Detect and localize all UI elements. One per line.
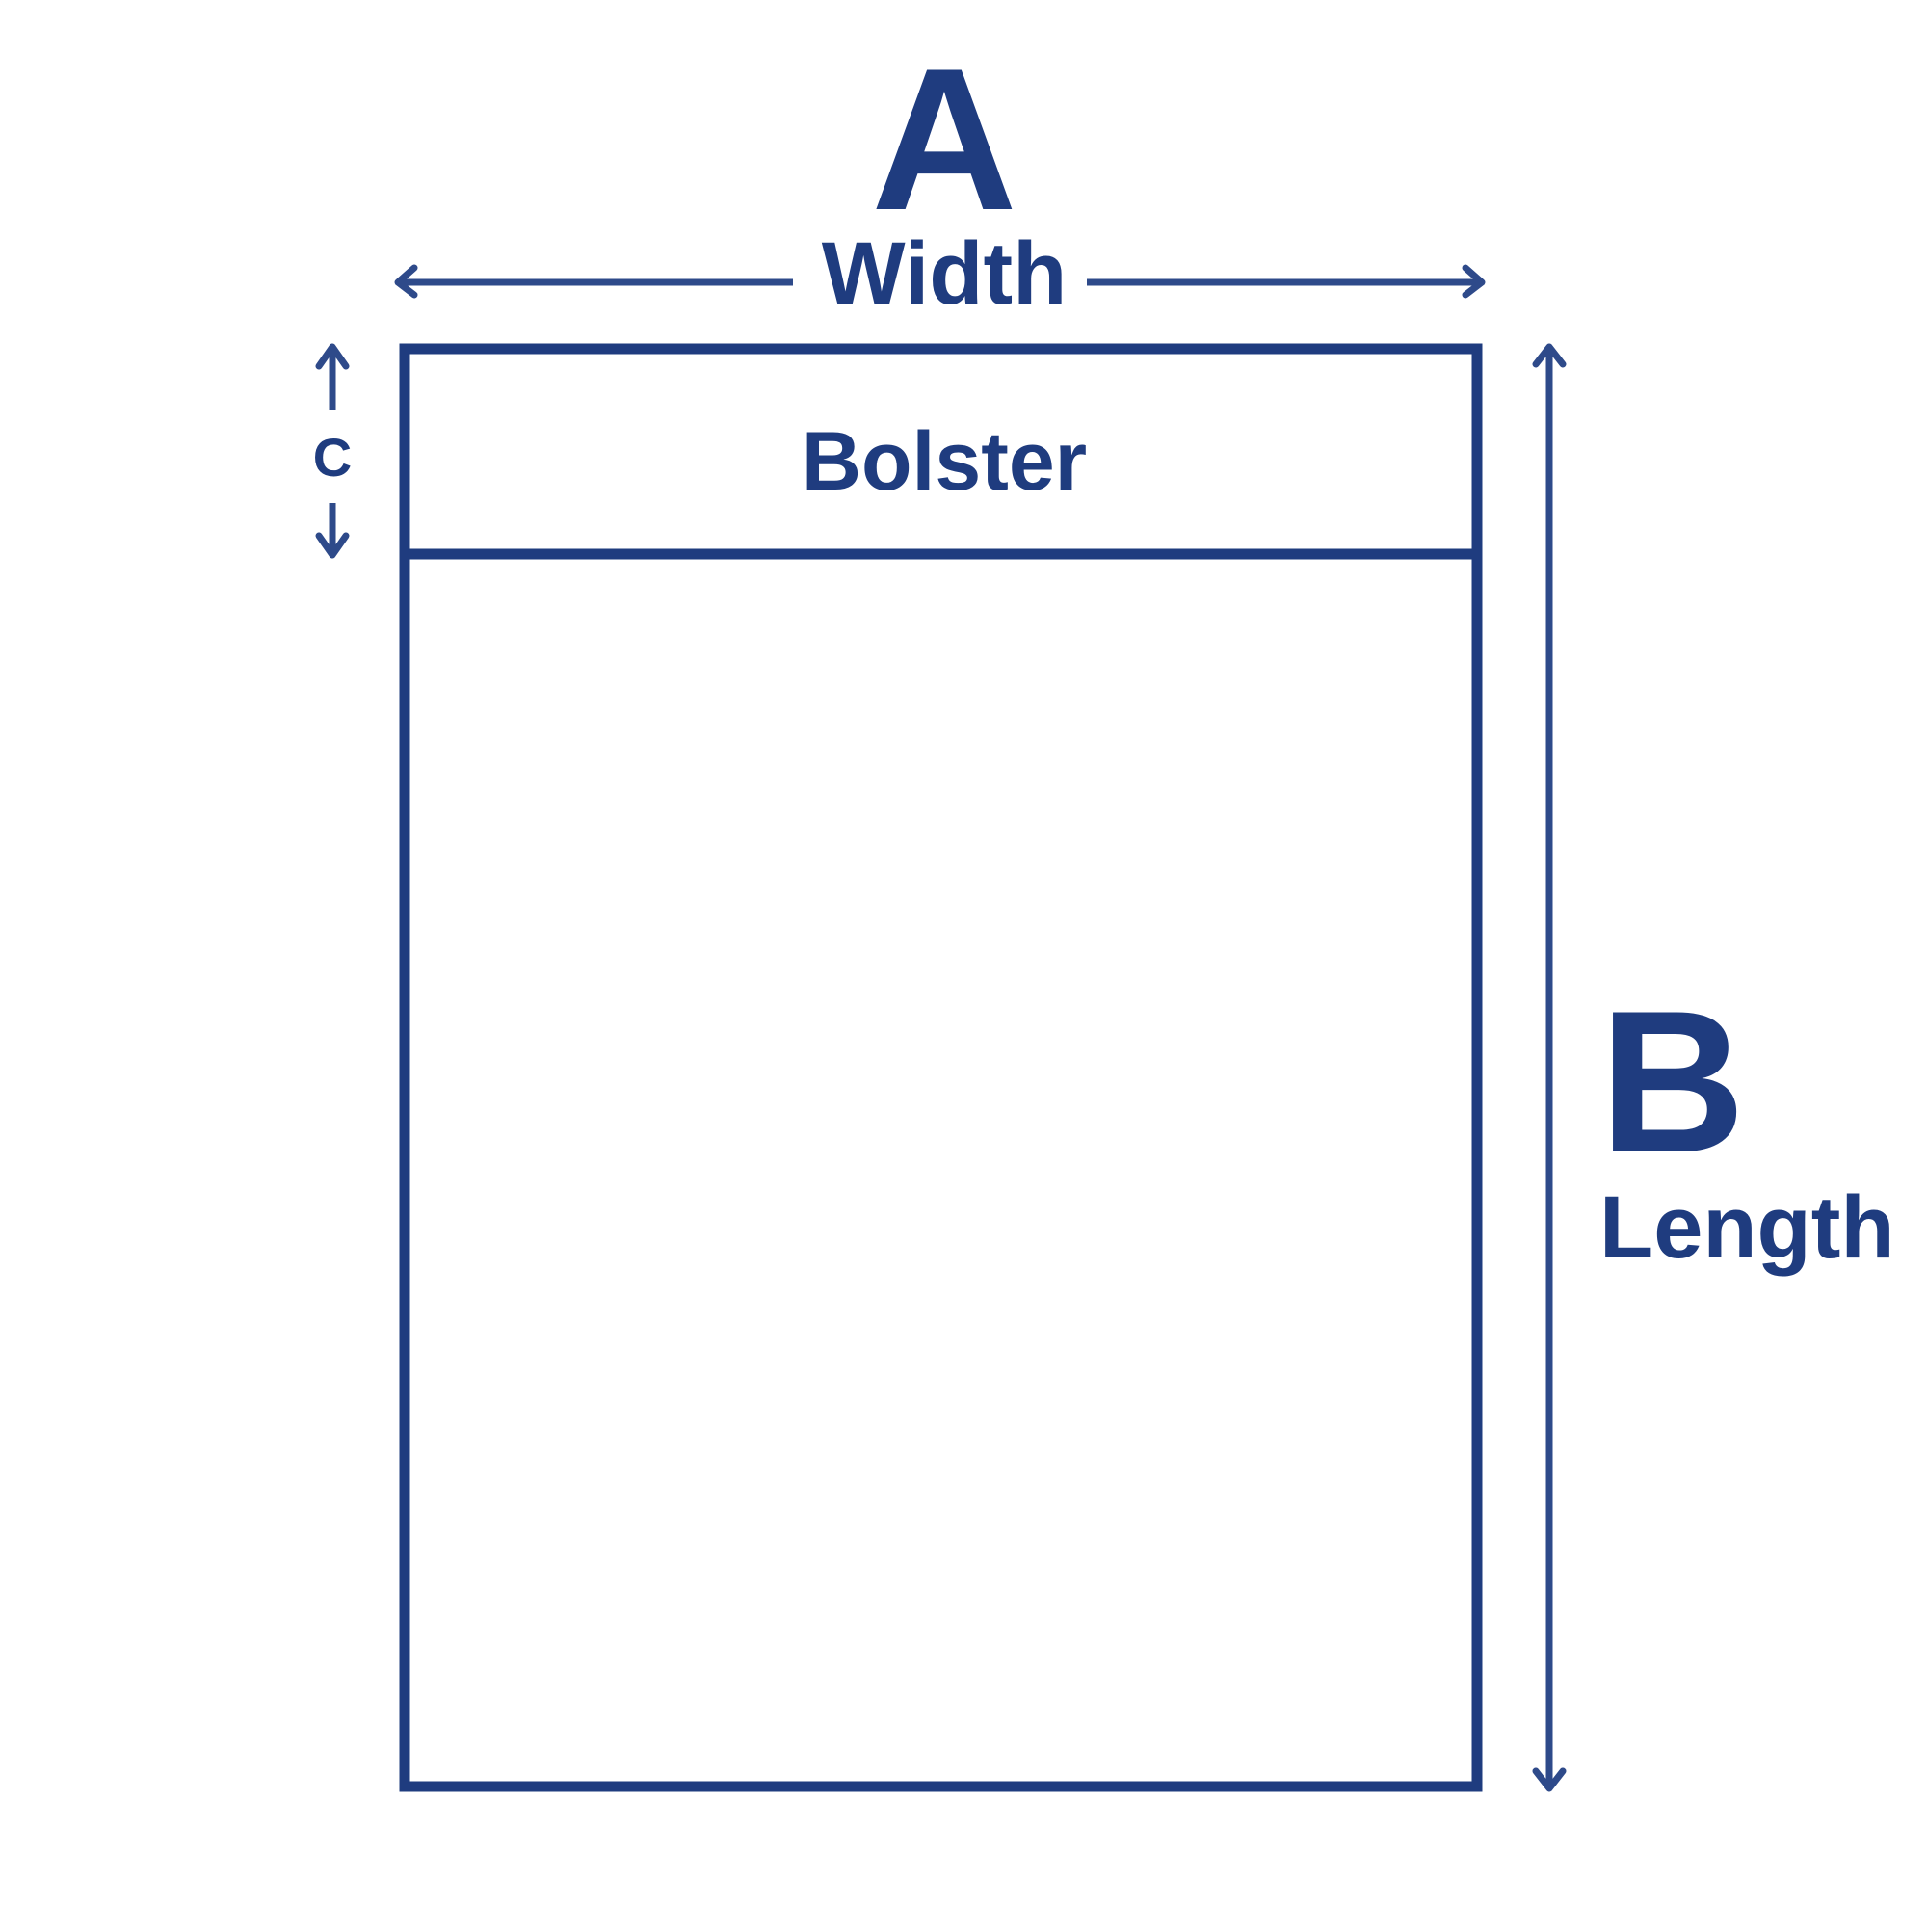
dimension-b-label: B [1599,968,1746,1195]
length-label: Length [1599,1178,1895,1277]
length-arrow [1532,343,1567,1792]
c-arrow-up [315,343,350,410]
width-arrow-right [1087,264,1486,299]
c-arrow-down [315,503,350,559]
dimension-a-label: A [871,26,1017,252]
bolster-label: Bolster [801,415,1088,508]
width-arrow-left [394,264,793,299]
outer-rectangle [399,343,1483,1792]
width-label: Width [821,225,1068,323]
dimension-c-label: C [312,427,353,488]
